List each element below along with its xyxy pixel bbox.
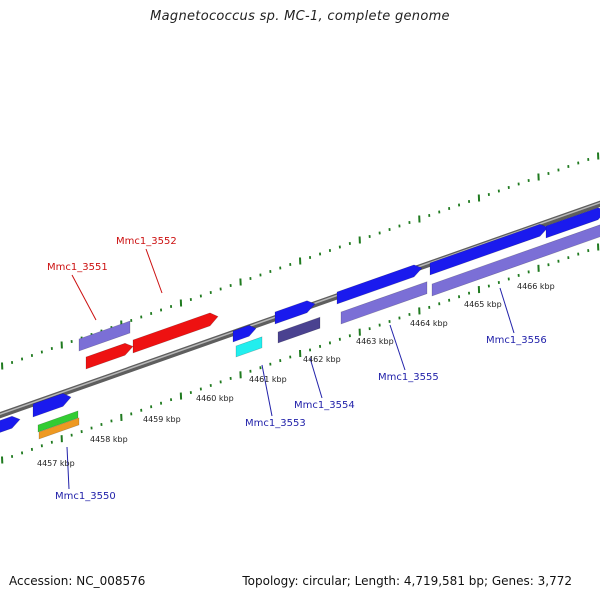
- kbp-label: 4464 kbp: [410, 319, 448, 328]
- label-leader-line: [309, 357, 323, 399]
- gene-feature: [85, 342, 134, 370]
- gene-feature: [429, 223, 549, 276]
- gene-label: Mmc1_3552: [116, 236, 177, 247]
- gene-feature: [431, 224, 600, 297]
- gene-feature: [235, 336, 263, 358]
- label-leader-line: [389, 324, 406, 371]
- kbp-label: 4465 kbp: [464, 300, 502, 309]
- gene-feature: [232, 324, 257, 343]
- kbp-labels: 4457 kbp 4458 kbp 4459 kbp 4460 kbp 4461…: [37, 282, 555, 468]
- gene-feature: [78, 320, 131, 352]
- gene-feature: [545, 207, 600, 239]
- label-leaders: [66, 248, 515, 490]
- kbp-label: 4461 kbp: [249, 375, 287, 384]
- genome-title: Magnetococcus sp. MC-1, complete genome: [150, 9, 450, 24]
- gene-feature: [37, 410, 79, 433]
- kbp-label: 4462 kbp: [303, 355, 341, 364]
- kbp-label: 4457 kbp: [37, 459, 75, 468]
- label-leader-line: [66, 446, 70, 490]
- gene-feature: [38, 417, 80, 440]
- gene-label: Mmc1_3550: [55, 491, 116, 502]
- kbp-label: 4466 kbp: [517, 282, 555, 291]
- label-leader-line: [71, 274, 97, 321]
- gene-feature: [340, 281, 428, 325]
- label-leader-line: [145, 248, 163, 294]
- kbp-label: 4463 kbp: [356, 337, 394, 346]
- gene-feature: [336, 264, 423, 305]
- gene-label: Mmc1_3555: [378, 372, 439, 383]
- kbp-label: 4460 kbp: [196, 394, 234, 403]
- gene-feature: [274, 300, 316, 325]
- gene-feature: [0, 415, 21, 433]
- inner-scale-track: [1, 243, 600, 464]
- genome-summary-text: Topology: circular; Length: 4,719,581 bp…: [242, 574, 572, 588]
- gene-feature: [32, 393, 72, 418]
- kbp-label: 4458 kbp: [90, 435, 128, 444]
- kbp-label: 4459 kbp: [143, 415, 181, 424]
- gene-labels: Mmc1_3550 Mmc1_3551 Mmc1_3552 Mmc1_3553 …: [47, 236, 547, 502]
- label-leader-line: [261, 364, 273, 417]
- gene-label: Mmc1_3554: [294, 400, 355, 411]
- gene-label: Mmc1_3556: [486, 335, 547, 346]
- label-leader-line: [499, 287, 515, 334]
- gene-feature: [132, 312, 219, 354]
- gene-label: Mmc1_3553: [245, 418, 306, 429]
- accession-text: Accession: NC_008576: [9, 574, 146, 588]
- gene-label: Mmc1_3551: [47, 262, 108, 273]
- gene-features: [0, 207, 600, 440]
- gene-feature: [277, 316, 321, 344]
